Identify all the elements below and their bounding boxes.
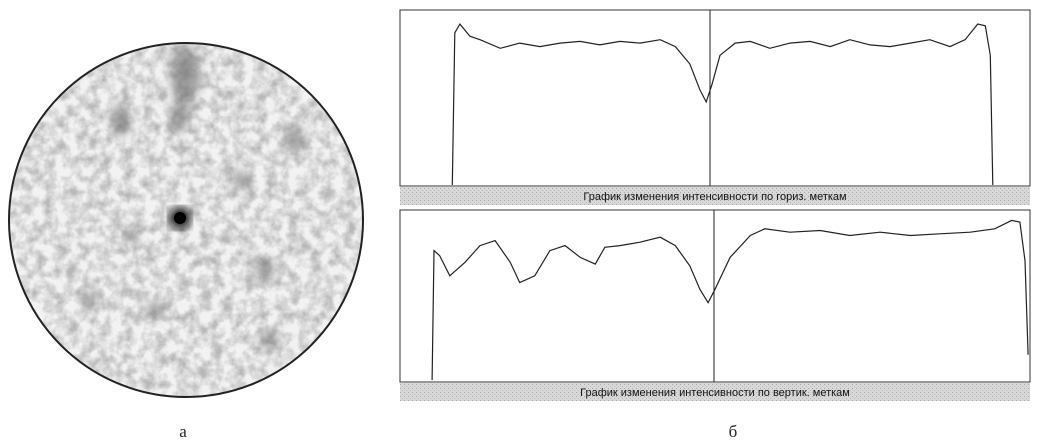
panel-a: а: [8, 42, 364, 441]
panel-label: б: [729, 422, 738, 441]
plot-frame: [400, 10, 1030, 186]
chart-caption: График изменения интенсивности по вертик…: [580, 387, 850, 399]
plot-frame: [400, 210, 1030, 382]
chart-caption: График изменения интенсивности по гориз.…: [583, 191, 846, 203]
figure: а График изменения интенсивности по гори…: [0, 0, 1039, 447]
panel-label: а: [179, 422, 187, 441]
